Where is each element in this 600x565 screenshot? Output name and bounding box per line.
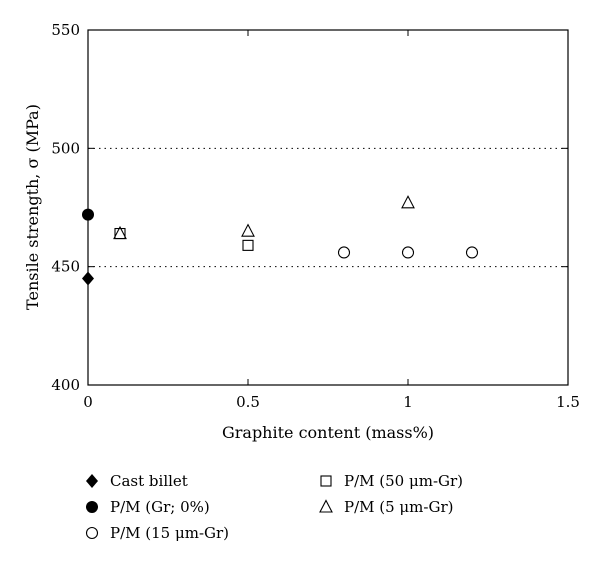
axis-ticks: 0 0.5 1 1.5 400 450 500 550: [51, 21, 580, 411]
x-tick-label: 0.5: [236, 393, 260, 411]
data-point: [401, 246, 415, 259]
legend-label: P/M (15 μm-Gr): [110, 524, 229, 542]
x-tick-label: 0: [83, 393, 93, 411]
x-axis-label: Graphite content (mass%): [222, 423, 434, 442]
data-point: [465, 246, 479, 259]
data-point: [401, 195, 415, 209]
data-point: [113, 225, 127, 240]
y-tick-label: 500: [51, 139, 80, 157]
y-tick-label: 400: [51, 376, 80, 394]
y-tick-label: 450: [51, 258, 80, 276]
legend-marker: [86, 501, 98, 513]
y-tick-label: 550: [51, 21, 80, 39]
legend-label: P/M (5 μm-Gr): [344, 498, 453, 516]
legend-marker: [85, 526, 99, 540]
plot-frame: [87, 29, 569, 386]
data-point: [241, 223, 255, 237]
legend-marker: [86, 474, 98, 488]
legend-marker: [319, 499, 333, 513]
grid-lines: [88, 147, 568, 268]
legend-label: Cast billet: [110, 472, 188, 490]
legend-label: P/M (50 μm-Gr): [344, 472, 463, 490]
x-tick-label: 1: [403, 393, 413, 411]
x-tick-label: 1.5: [556, 393, 580, 411]
legend-label: P/M (Gr; 0%): [110, 498, 210, 516]
data-point: [337, 246, 351, 259]
legend: Cast billet P/M (Gr; 0%) P/M (15 μm-Gr) P/M…: [85, 472, 463, 542]
data-points: [82, 195, 479, 286]
legend-marker: [320, 475, 332, 487]
data-point: [82, 208, 94, 221]
data-point: [242, 239, 254, 251]
y-axis-label: Tensile strength, σ (MPa): [23, 104, 42, 310]
data-point: [82, 271, 94, 286]
